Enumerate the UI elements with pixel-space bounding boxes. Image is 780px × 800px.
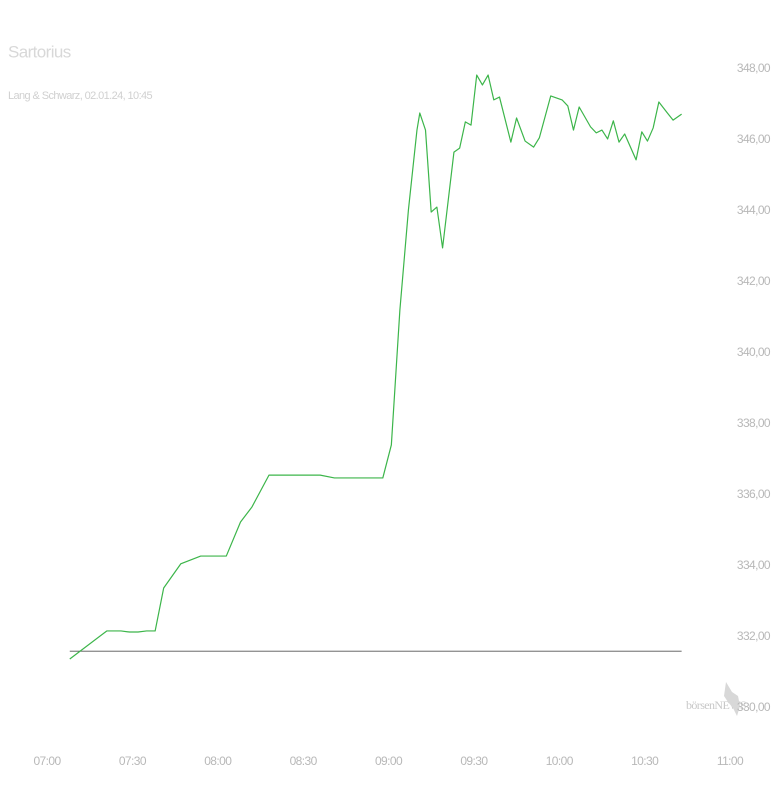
- x-tick-label: 08:00: [204, 754, 232, 768]
- y-tick-label: 330,00: [737, 700, 771, 714]
- y-tick-label: 344,00: [737, 203, 771, 217]
- chart-title: Sartorius: [8, 42, 71, 61]
- x-tick-label: 10:00: [546, 754, 574, 768]
- y-tick-label: 340,00: [737, 345, 771, 359]
- y-tick-label: 342,00: [737, 274, 771, 288]
- price-line: [69, 74, 682, 660]
- y-tick-label: 338,00: [737, 416, 771, 430]
- x-tick-label: 07:30: [119, 754, 147, 768]
- watermark-logo: [724, 682, 740, 716]
- y-tick-label: 332,00: [737, 629, 771, 643]
- x-tick-label: 07:00: [33, 754, 61, 768]
- y-tick-label: 348,00: [737, 61, 771, 75]
- x-tick-label: 11:00: [717, 754, 744, 768]
- x-tick-label: 09:30: [460, 754, 488, 768]
- x-tick-label: 09:00: [375, 754, 403, 768]
- y-tick-label: 346,00: [737, 132, 771, 146]
- x-tick-label: 08:30: [290, 754, 318, 768]
- y-tick-label: 336,00: [737, 487, 771, 501]
- y-tick-label: 334,00: [737, 558, 771, 572]
- x-tick-label: 10:30: [631, 754, 659, 768]
- chart-subtitle: Lang & Schwarz, 02.01.24, 10:45: [8, 90, 153, 102]
